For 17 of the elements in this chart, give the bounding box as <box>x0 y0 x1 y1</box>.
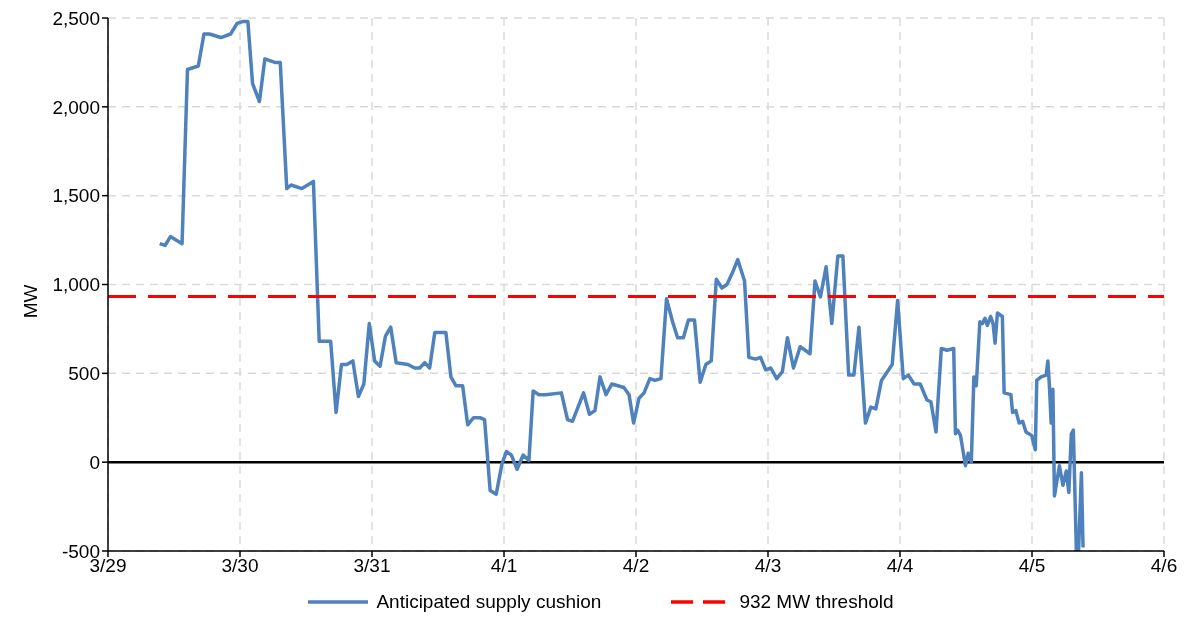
x-tick-label: 4/3 <box>754 555 782 577</box>
y-axis-title: MW <box>19 284 41 319</box>
x-tick-label: 4/2 <box>622 555 650 577</box>
y-tick-label: 1,500 <box>52 185 100 207</box>
x-tick-label: 3/30 <box>221 555 259 577</box>
legend-label: 932 MW threshold <box>739 591 894 613</box>
x-tick-label: 4/1 <box>490 555 518 577</box>
y-tick-label: 500 <box>68 363 100 385</box>
y-tick-label: 0 <box>89 451 100 473</box>
x-tick-label: 4/4 <box>886 555 914 577</box>
x-tick-label: 4/6 <box>1150 555 1178 577</box>
y-tick-label: 2,000 <box>52 96 100 118</box>
x-tick-label: 3/31 <box>353 555 391 577</box>
y-tick-label: 1,000 <box>52 274 100 296</box>
legend-label: Anticipated supply cushion <box>376 591 602 613</box>
y-tick-label: 2,500 <box>52 7 100 29</box>
x-tick-label: 4/5 <box>1018 555 1046 577</box>
